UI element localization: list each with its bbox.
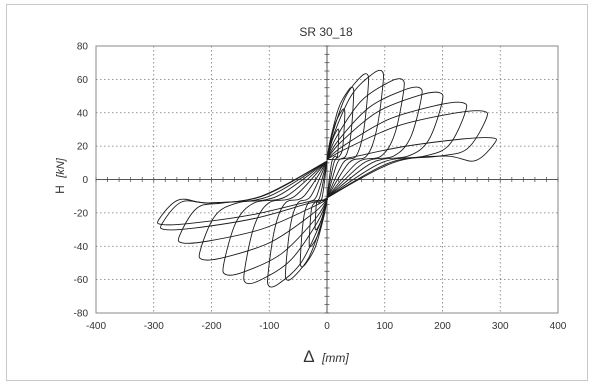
hysteresis-curves bbox=[157, 69, 497, 288]
x-tick-labels: -400 -300 -200 -100 0 100 200 300 400 bbox=[86, 321, 567, 332]
chart-title: SR 30_18 bbox=[299, 25, 353, 39]
x-axis-symbol: Δ bbox=[303, 347, 314, 366]
x-tick-label: 100 bbox=[376, 321, 393, 332]
y-tick-label: 60 bbox=[77, 75, 89, 86]
x-tick-label: -400 bbox=[86, 321, 106, 332]
y-axis-symbol: H bbox=[53, 185, 67, 194]
x-axis-unit: [mm] bbox=[321, 351, 349, 365]
x-tick-label: -300 bbox=[144, 321, 164, 332]
y-axis-unit: [kN] bbox=[55, 157, 67, 179]
x-tick-label: 300 bbox=[492, 321, 509, 332]
x-tick-label: 400 bbox=[550, 321, 567, 332]
y-tick-label: -80 bbox=[74, 309, 89, 320]
y-tick-label: 0 bbox=[82, 175, 88, 186]
y-tick-label: -20 bbox=[74, 208, 89, 219]
x-tick-label: -100 bbox=[259, 321, 279, 332]
y-tick-label: 40 bbox=[77, 108, 89, 119]
x-tick-label: 200 bbox=[434, 321, 451, 332]
x-tick-label: -200 bbox=[201, 321, 221, 332]
y-tick-labels: 80 60 40 20 0 -20 -40 -60 -80 bbox=[74, 42, 89, 320]
x-tick-label: 0 bbox=[324, 321, 330, 332]
y-tick-label: 20 bbox=[77, 142, 89, 153]
y-tick-label: 80 bbox=[77, 42, 89, 53]
y-tick-label: -60 bbox=[74, 275, 89, 286]
hysteresis-cycle-11 bbox=[157, 137, 497, 226]
y-axis-label: H [kN] bbox=[51, 157, 68, 194]
y-tick-label: -40 bbox=[74, 242, 89, 253]
x-axis-label: Δ [mm] bbox=[303, 347, 349, 366]
